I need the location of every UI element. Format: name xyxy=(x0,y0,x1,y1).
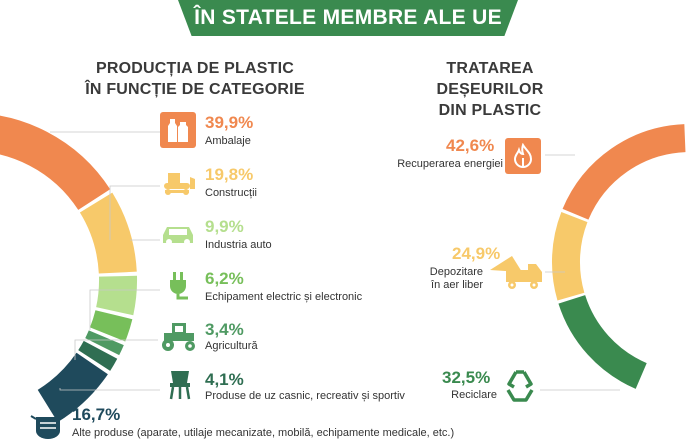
recycle-icon xyxy=(500,366,540,406)
slice-pct-electric: 6,2% xyxy=(205,269,244,288)
slice-label-alte: Alte produse (aparate, utilaje mecanizat… xyxy=(72,427,455,439)
leader-lines xyxy=(50,131,620,391)
slice-label-casnic: Produse de uz casnic, recreativ și sport… xyxy=(205,390,405,402)
slice-label-energie: Recuperarea energiei xyxy=(397,158,503,170)
slice-pct-alte: 16,7% xyxy=(72,405,121,424)
leader-line-4 xyxy=(74,339,158,360)
leader-line-5 xyxy=(59,388,160,391)
slice-label-reciclare: Reciclare xyxy=(451,389,497,401)
left-title-line-2: ÎN FUNCȚIE DE CATEGORIE xyxy=(85,81,305,98)
right-chart-title: TRATAREA DEȘEURILOR DIN PLASTIC xyxy=(400,58,580,121)
slice-label-auto: Industria auto xyxy=(205,239,272,251)
plug-icon xyxy=(160,268,196,304)
mask-icon xyxy=(30,408,66,444)
production-ring xyxy=(0,115,138,423)
slice-label-ambalaje: Ambalaje xyxy=(205,135,251,147)
slice-label-agricultura: Agricultură xyxy=(205,340,258,352)
slice-pct-energie: 42,6% xyxy=(446,136,495,155)
slice-pct-reciclare: 32,5% xyxy=(442,368,491,387)
slice-pct-auto: 9,9% xyxy=(205,217,244,236)
car-icon xyxy=(160,216,196,252)
waste-slice-2 xyxy=(558,294,648,389)
banner-title: ÎN STATELE MEMBRE ALE UE xyxy=(194,6,502,29)
production-slice-4 xyxy=(85,330,124,356)
production-slice-6 xyxy=(37,352,108,423)
waste-ring xyxy=(551,124,686,389)
right-title-line-1: TRATAREA DEȘEURILOR xyxy=(436,60,544,98)
left-title-line-1: PRODUCȚIA DE PLASTIC xyxy=(95,60,295,77)
flame-icon xyxy=(505,138,541,174)
slice-label-constructii: Construcții xyxy=(205,187,257,199)
slice-pct-depozitare: 24,9% xyxy=(452,244,501,263)
right-title-line-2: DIN PLASTIC xyxy=(438,102,542,119)
slice-pct-casnic: 4,1% xyxy=(205,370,244,389)
left-chart-title: PRODUCȚIA DE PLASTIC ÎN FUNCȚIE DE CATEG… xyxy=(70,58,320,100)
slice-label-electric: Echipament electric și electronic xyxy=(205,291,363,303)
waste-slice-0 xyxy=(562,124,686,221)
tractor-icon xyxy=(158,318,200,354)
production-slice-3 xyxy=(89,309,133,342)
dump-truck-icon xyxy=(486,250,546,294)
waste-slice-1 xyxy=(551,212,588,301)
slice-pct-agricultura: 3,4% xyxy=(205,320,244,339)
header-banner: ÎN STATELE MEMBRE ALE UE xyxy=(178,0,518,36)
production-slice-0 xyxy=(0,115,111,211)
leader-line-3 xyxy=(89,289,160,330)
production-slice-1 xyxy=(79,192,137,275)
bulldozer-icon xyxy=(160,164,196,200)
chair-icon xyxy=(162,366,198,402)
slice-pct-constructii: 19,8% xyxy=(205,165,254,184)
slice-label-depozitare: Depozitare în aer liber xyxy=(400,266,483,292)
depozitare-line-2: în aer liber xyxy=(431,279,483,291)
production-slice-5 xyxy=(78,340,118,371)
depozitare-line-1: Depozitare xyxy=(429,266,483,278)
slice-pct-ambalaje: 39,9% xyxy=(205,113,254,132)
bottles-icon xyxy=(160,112,196,148)
production-slice-2 xyxy=(96,275,138,316)
leader-line-1 xyxy=(109,185,160,240)
